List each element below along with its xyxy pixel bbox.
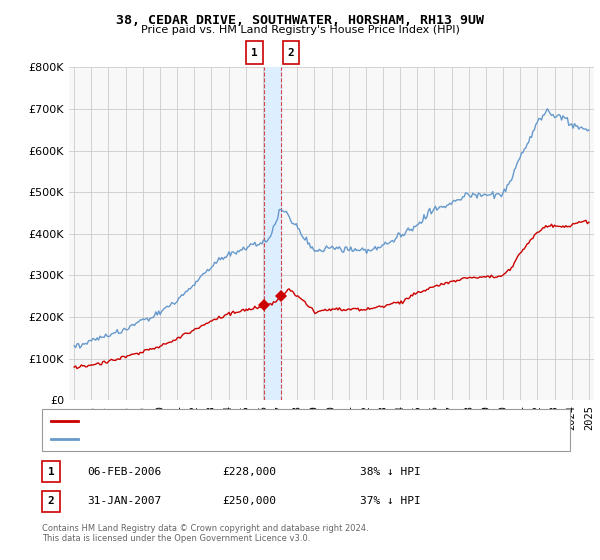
Text: 1: 1: [251, 48, 258, 58]
Text: Contains HM Land Registry data © Crown copyright and database right 2024.
This d: Contains HM Land Registry data © Crown c…: [42, 524, 368, 543]
Text: 38% ↓ HPI: 38% ↓ HPI: [360, 466, 421, 477]
Text: 38, CEDAR DRIVE, SOUTHWATER, HORSHAM, RH13 9UW: 38, CEDAR DRIVE, SOUTHWATER, HORSHAM, RH…: [116, 14, 484, 27]
Text: 1: 1: [47, 466, 55, 477]
Text: 37% ↓ HPI: 37% ↓ HPI: [360, 496, 421, 506]
Text: HPI: Average price, detached house, Horsham: HPI: Average price, detached house, Hors…: [83, 434, 308, 444]
Text: 2: 2: [47, 496, 55, 506]
Text: 06-FEB-2006: 06-FEB-2006: [87, 466, 161, 477]
Bar: [265, 67, 281, 400]
Text: Price paid vs. HM Land Registry's House Price Index (HPI): Price paid vs. HM Land Registry's House …: [140, 25, 460, 35]
Text: 2: 2: [287, 48, 295, 58]
Text: 31-JAN-2007: 31-JAN-2007: [87, 496, 161, 506]
Text: £228,000: £228,000: [222, 466, 276, 477]
Text: 38, CEDAR DRIVE, SOUTHWATER, HORSHAM, RH13 9UW (detached house): 38, CEDAR DRIVE, SOUTHWATER, HORSHAM, RH…: [83, 416, 448, 426]
Text: £250,000: £250,000: [222, 496, 276, 506]
